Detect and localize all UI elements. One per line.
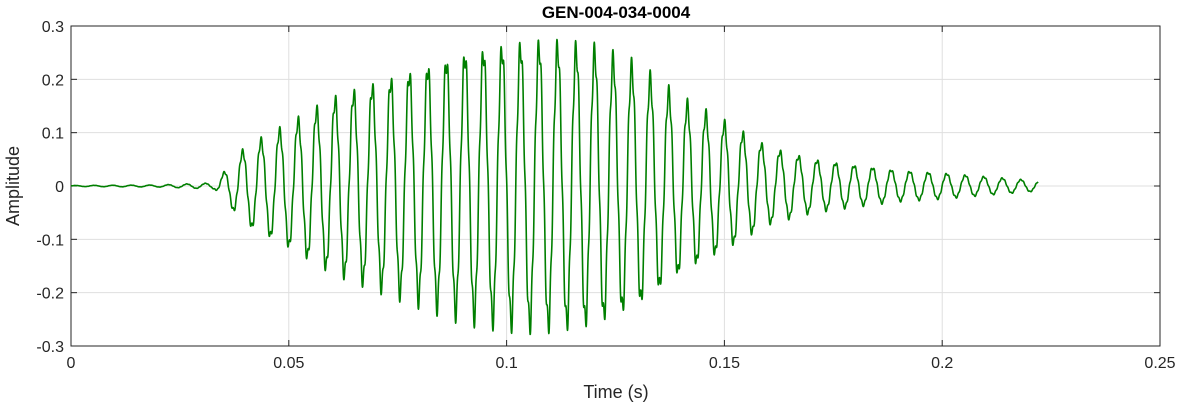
- y-gridlines: [71, 25, 1160, 347]
- x-tick-label: 0: [67, 355, 76, 372]
- x-tick-label: 0.1: [495, 355, 517, 372]
- x-tick-label: 0.25: [1144, 355, 1175, 372]
- x-axis-ticks: 0 0.05 0.1 0.15 0.2 0.25: [67, 26, 1176, 372]
- waveform-line: [70, 38, 1039, 336]
- y-tick-label: 0.1: [42, 126, 64, 143]
- y-tick-label: 0.3: [42, 19, 64, 36]
- y-tick-label: -0.1: [36, 232, 64, 249]
- y-axis-ticks: 0.3 0.2 0.1 0 -0.1 -0.2 -0.3: [36, 19, 1160, 356]
- x-tick-label: 0.05: [273, 355, 304, 372]
- x-axis-label: Time (s): [583, 382, 648, 402]
- y-tick-label: 0.2: [42, 72, 64, 89]
- x-tick-label: 0.2: [931, 355, 953, 372]
- y-tick-label: 0: [55, 179, 64, 196]
- x-tick-label: 0.15: [709, 355, 740, 372]
- chart-title: GEN-004-034-0004: [542, 3, 691, 22]
- y-axis-label: Amplitude: [3, 146, 23, 226]
- y-tick-label: -0.3: [36, 339, 64, 356]
- y-tick-label: -0.2: [36, 286, 64, 303]
